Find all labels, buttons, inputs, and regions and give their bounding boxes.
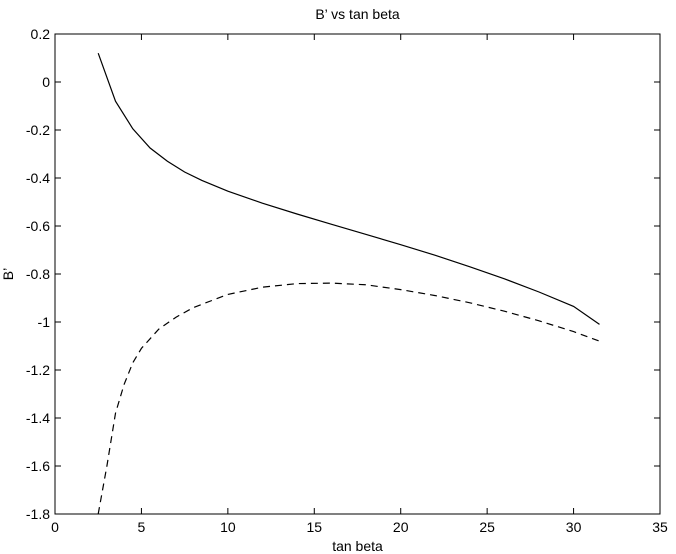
y-tick-label: -1.4 bbox=[26, 410, 50, 426]
y-axis: 0.2 0 -0.2 -0.4 -0.6 -0.8 -1 -1.2 -1.4 -1.6 -1.8 bbox=[26, 26, 660, 522]
x-tick-label: 35 bbox=[652, 519, 668, 535]
x-tick-label: 25 bbox=[479, 519, 495, 535]
y-tick-label: -1.6 bbox=[26, 458, 50, 474]
y-axis-label: B’ bbox=[0, 268, 16, 280]
x-tick-label: 30 bbox=[566, 519, 582, 535]
y-tick-label: -0.6 bbox=[26, 218, 50, 234]
y-tick-label: -1.2 bbox=[26, 362, 50, 378]
x-tick-label: 10 bbox=[220, 519, 236, 535]
y-tick-label: -0.4 bbox=[26, 170, 50, 186]
x-tick-label: 15 bbox=[306, 519, 322, 535]
chart-title: B’ vs tan beta bbox=[315, 6, 400, 22]
x-tick-label: 5 bbox=[138, 519, 146, 535]
y-tick-label: -0.8 bbox=[26, 266, 50, 282]
solid-series-line bbox=[97, 52, 600, 325]
y-tick-label: -1 bbox=[38, 314, 51, 330]
x-axis-label: tan beta bbox=[332, 538, 383, 554]
x-axis: 0 5 10 15 20 25 30 35 bbox=[51, 34, 668, 535]
y-tick-label: -1.8 bbox=[26, 506, 50, 522]
series-layer bbox=[97, 52, 600, 515]
y-tick-label: 0 bbox=[42, 74, 50, 90]
x-tick-label: 0 bbox=[51, 519, 59, 535]
dashed-series-line bbox=[97, 282, 600, 515]
y-tick-label: -0.2 bbox=[26, 122, 50, 138]
y-tick-label: 0.2 bbox=[31, 26, 51, 42]
x-tick-label: 20 bbox=[393, 519, 409, 535]
